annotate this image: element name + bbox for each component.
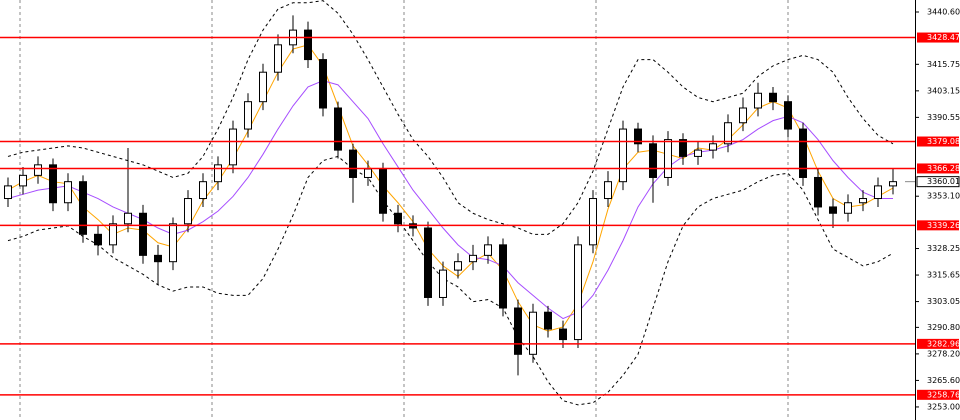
candle-body — [799, 128, 807, 178]
y-tick-label: 3403.15 — [927, 86, 960, 95]
level-label-box — [917, 389, 959, 400]
candle-body — [199, 181, 207, 200]
current-price-box — [916, 176, 960, 188]
candle-body — [724, 122, 732, 145]
candle-body — [649, 143, 657, 178]
candle-body — [169, 223, 177, 263]
candle-body — [379, 168, 387, 214]
candle-body — [709, 143, 717, 151]
candle-body — [124, 212, 132, 225]
candle-body — [19, 174, 27, 187]
candle-body — [889, 181, 897, 187]
y-tick-label: 3278.20 — [927, 349, 960, 358]
y-tick-label: 3265.60 — [927, 376, 960, 385]
candle-body — [664, 139, 672, 178]
candle-body — [634, 128, 642, 145]
candle-body — [469, 254, 477, 263]
level-label-box — [917, 136, 959, 147]
y-tick-label: 3415.75 — [927, 60, 960, 69]
candle-body — [94, 233, 102, 246]
candle-body — [694, 149, 702, 157]
candle-body — [34, 164, 42, 176]
candle-body — [139, 212, 147, 256]
candle-body — [394, 212, 402, 225]
candle-body — [589, 198, 597, 246]
indicator-line — [7, 155, 894, 406]
y-tick-label: 3315.65 — [927, 271, 960, 280]
level-label: 3379.08 — [927, 137, 960, 146]
candle-body — [439, 269, 447, 298]
level-label-box — [917, 163, 959, 174]
indicator-line — [7, 44, 894, 332]
candle-body — [859, 198, 867, 204]
level-label: 3428.47 — [927, 33, 960, 42]
candle-body — [274, 44, 282, 73]
level-label: 3282.96 — [927, 339, 960, 348]
candle-body — [814, 176, 822, 208]
candle-body — [544, 311, 552, 330]
candle-body — [334, 107, 342, 151]
candle-body — [259, 71, 267, 103]
level-label-box — [917, 32, 959, 43]
y-tick-label: 3303.05 — [927, 297, 960, 306]
candle-body — [349, 149, 357, 178]
level-label-box — [917, 338, 959, 349]
candle-body — [484, 244, 492, 256]
candle-body — [49, 164, 57, 204]
y-tick-label: 3440.60 — [927, 8, 960, 17]
y-tick-label: 3390.55 — [927, 113, 960, 122]
candle-body — [559, 328, 567, 341]
candle-body — [454, 261, 462, 271]
candle-body — [604, 181, 612, 200]
candle-body — [739, 107, 747, 124]
current-price-label: 3360.01 — [927, 177, 960, 186]
y-tick-label: 3353.10 — [927, 192, 960, 201]
indicator-line — [7, 0, 894, 235]
candle-body — [679, 139, 687, 157]
candle-body — [109, 223, 117, 246]
candle-body — [844, 202, 852, 214]
candle-body — [829, 206, 837, 214]
y-tick-label: 3328.25 — [927, 244, 960, 253]
candle-body — [529, 311, 537, 355]
candle-body — [4, 185, 12, 200]
candle-body — [769, 92, 777, 103]
candle-body — [574, 244, 582, 341]
candle-body — [874, 185, 882, 200]
candle-body — [214, 164, 222, 183]
indicator-line — [7, 80, 893, 320]
candle-body — [364, 168, 372, 178]
candle-body — [514, 307, 522, 355]
candle-body — [229, 128, 237, 166]
candle-body — [244, 101, 252, 130]
candle-body — [619, 128, 627, 183]
y-tick-label: 3290.80 — [927, 323, 960, 332]
candle-body — [154, 254, 162, 263]
level-label-box — [917, 220, 959, 231]
candle-body — [499, 244, 507, 309]
candle-body — [79, 181, 87, 235]
level-label: 3258.76 — [927, 390, 960, 399]
level-label: 3366.28 — [927, 164, 960, 173]
candle-body — [304, 29, 312, 61]
candle-body — [184, 198, 192, 225]
candle-body — [754, 92, 762, 109]
candle-body — [424, 227, 432, 298]
candle-body — [64, 181, 72, 204]
level-label: 3339.26 — [927, 221, 960, 230]
candle-body — [319, 59, 327, 109]
candle-body — [784, 101, 792, 130]
y-tick-label: 3253.00 — [927, 402, 960, 411]
